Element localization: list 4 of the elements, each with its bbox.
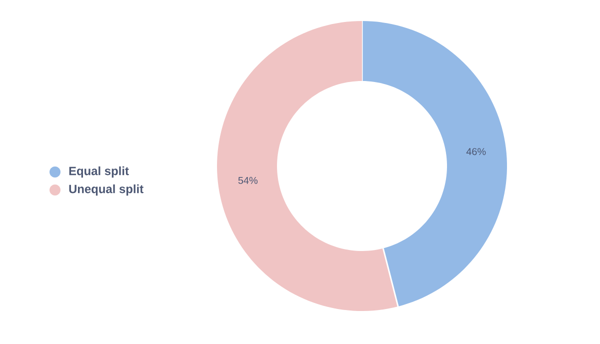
legend-label: Unequal split — [69, 184, 144, 196]
legend-label: Equal split — [69, 166, 129, 178]
data-label: 54% — [238, 176, 258, 184]
data-label: 46% — [466, 148, 486, 156]
